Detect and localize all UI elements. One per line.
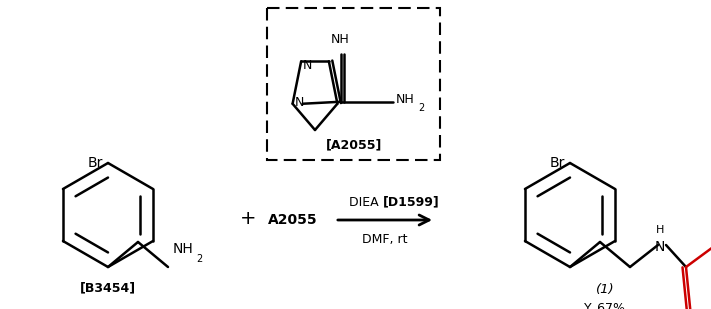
Text: (1): (1) — [596, 283, 614, 297]
Text: H: H — [656, 225, 664, 235]
Text: Y. 67%: Y. 67% — [584, 302, 626, 309]
Text: NH: NH — [395, 93, 415, 106]
Text: N: N — [303, 59, 313, 72]
Text: NH: NH — [331, 33, 350, 46]
Text: DIEA: DIEA — [349, 196, 383, 209]
Text: 2: 2 — [419, 103, 425, 113]
Text: 2: 2 — [196, 254, 202, 264]
Text: Br: Br — [550, 156, 565, 170]
Text: DMF, rt: DMF, rt — [362, 234, 407, 247]
Text: [D1599]: [D1599] — [383, 196, 439, 209]
Text: [B3454]: [B3454] — [80, 281, 136, 294]
Text: A2055: A2055 — [268, 213, 318, 227]
Text: Br: Br — [87, 156, 103, 170]
Text: [A2055]: [A2055] — [326, 138, 383, 151]
Text: NH: NH — [173, 242, 194, 256]
Text: N: N — [655, 240, 665, 254]
FancyBboxPatch shape — [267, 8, 440, 160]
Text: N: N — [294, 96, 304, 109]
Text: +: + — [240, 209, 256, 227]
